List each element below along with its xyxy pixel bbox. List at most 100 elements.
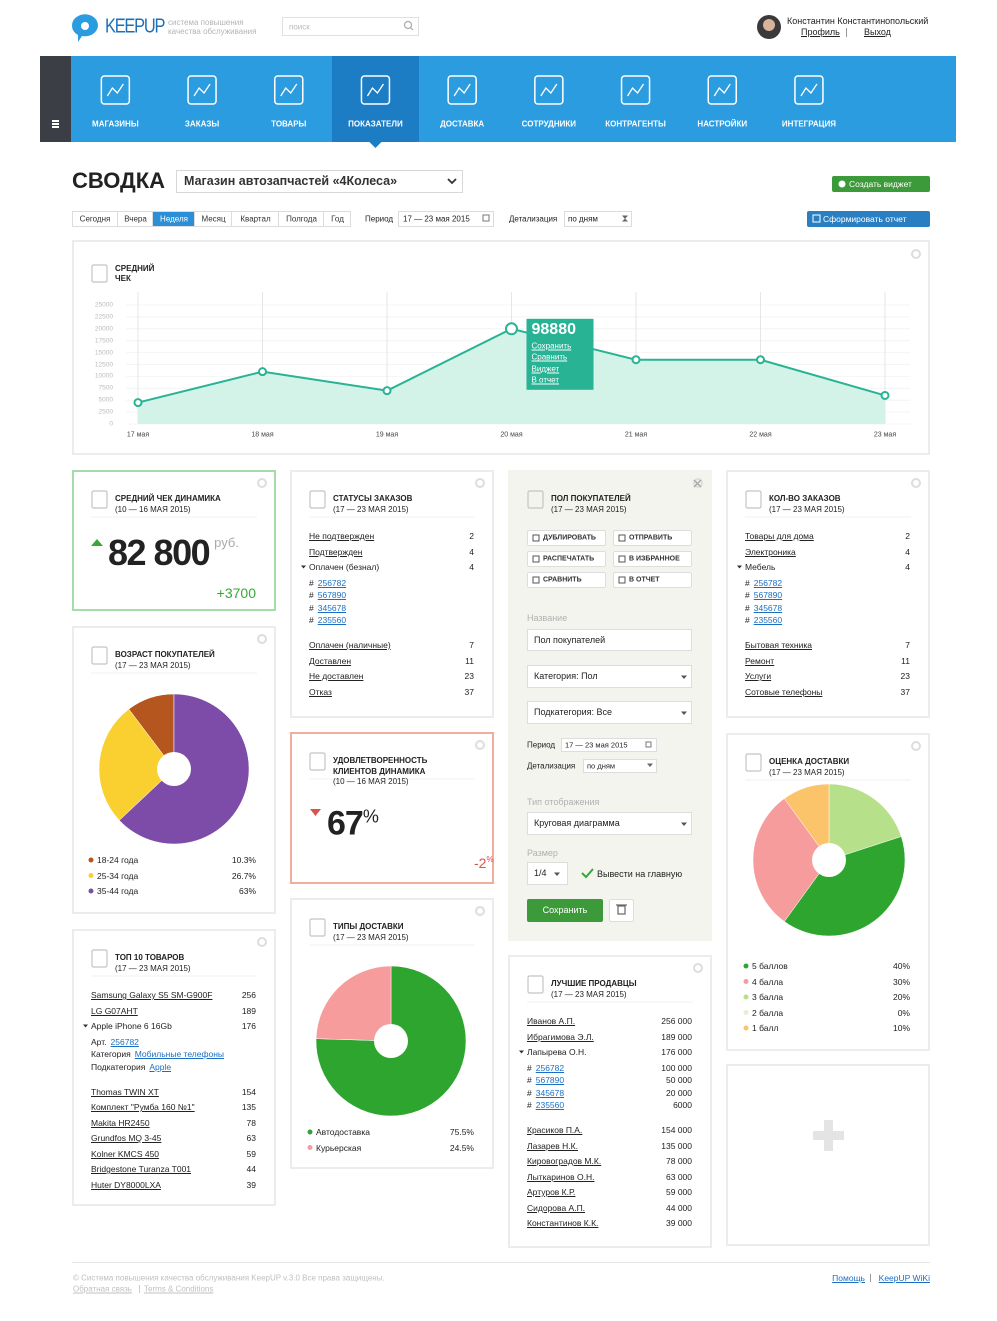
action-button[interactable] [613, 572, 692, 588]
row-name[interactable]: Услуги [745, 671, 772, 681]
id-link[interactable]: 256782 [535, 1062, 565, 1073]
tab[interactable] [72, 211, 118, 227]
id-link[interactable]: 345678 [317, 602, 347, 613]
row-name[interactable]: Не доставлен [309, 671, 364, 681]
row-name[interactable]: Makita HR2450 [91, 1117, 150, 1128]
nav-item[interactable]: МАГАЗИНЫ [92, 119, 139, 129]
nav-item[interactable]: ТОВАРЫ [271, 119, 307, 129]
name-input[interactable] [527, 629, 692, 651]
nav-item[interactable]: СОТРУДНИКИ [521, 119, 577, 129]
save-button[interactable] [527, 899, 603, 922]
row-name[interactable]: Samsung Galaxy S5 SM-G900F [91, 990, 213, 1000]
report-button-label[interactable]: Сформировать отчет [823, 214, 907, 224]
subcategory-select[interactable] [527, 701, 692, 724]
row-name[interactable]: Иванов А.П. [527, 1016, 576, 1026]
detail-select[interactable] [583, 759, 657, 773]
row-name[interactable]: Доставлен [309, 655, 352, 666]
nav-active-item[interactable] [332, 56, 419, 142]
action-button[interactable] [527, 530, 606, 546]
id-link[interactable]: 235560 [535, 1100, 565, 1110]
id-link[interactable]: 567890 [753, 590, 783, 600]
id-link[interactable]: 567890 [317, 590, 347, 600]
tab-label[interactable]: Квартал [240, 214, 271, 224]
row-name[interactable]: Bridgestone Turanza T001 [91, 1164, 192, 1174]
tab[interactable] [279, 211, 324, 227]
row-name[interactable]: Ибрагимова Э.Л. [527, 1031, 594, 1042]
tab-label[interactable]: Месяц [201, 214, 226, 224]
row-name[interactable]: Комплект "Румба 160 №1" [91, 1102, 195, 1112]
nav-item[interactable]: ИНТЕГРАЦИЯ [781, 119, 836, 129]
field-value[interactable]: 17 — 23 мая 2015 [565, 740, 628, 750]
action-button[interactable] [613, 551, 692, 567]
action-label[interactable]: В ОТЧЕТ [629, 576, 660, 584]
action-label[interactable]: ДУБЛИРОВАТЬ [543, 534, 596, 542]
logout-link[interactable]: Выход [864, 27, 891, 37]
row-name[interactable]: Сидорова А.П. [527, 1202, 586, 1213]
detail-link[interactable]: Мобильные телефоны [134, 1049, 225, 1059]
footer-link[interactable]: KeepUP WiKi [878, 1273, 930, 1283]
tab-label[interactable]: Год [331, 214, 344, 224]
row-name[interactable]: Лапырева О.Н. [527, 1047, 587, 1057]
tab[interactable] [118, 211, 153, 227]
row-name[interactable]: Красиков П.А. [527, 1125, 583, 1135]
tooltip-link[interactable]: Сохранить [531, 341, 572, 351]
size-select[interactable] [527, 862, 568, 885]
footer-link[interactable]: Помощь [832, 1273, 865, 1283]
row-name[interactable]: Лыткаринов О.Н. [527, 1171, 595, 1182]
row-name[interactable]: Артуров К.Р. [527, 1187, 576, 1197]
tooltip-link[interactable]: Сравнить [531, 352, 568, 362]
tooltip-link[interactable]: Виджет [531, 364, 560, 374]
row-name[interactable]: LG G07AHT [91, 1005, 138, 1016]
action-button[interactable] [527, 572, 606, 588]
search-box[interactable] [282, 17, 419, 36]
id-link[interactable]: 567890 [535, 1075, 565, 1085]
id-link[interactable]: 256782 [753, 577, 783, 588]
row-name[interactable]: Константинов К.К. [527, 1218, 599, 1228]
nav-item[interactable]: ДОСТАВКА [440, 119, 485, 129]
profile-link[interactable]: Профиль [801, 27, 840, 37]
create-widget-label[interactable]: Создать виджет [849, 179, 912, 189]
select-value[interactable]: Категория: Пол [534, 671, 598, 681]
tab[interactable] [324, 211, 351, 227]
nav-menu-strip[interactable] [40, 56, 71, 142]
action-button[interactable] [527, 551, 606, 567]
detail-link[interactable]: Apple [149, 1061, 172, 1072]
action-button[interactable] [613, 530, 692, 546]
id-link[interactable]: 345678 [535, 1087, 565, 1098]
tab-label[interactable]: Полгода [286, 214, 317, 224]
footer-link[interactable]: Terms & Conditions [144, 1284, 214, 1294]
detail-select[interactable] [564, 211, 632, 227]
row-name[interactable]: Ремонт [745, 655, 775, 666]
create-widget-button[interactable] [832, 176, 930, 192]
tab-active[interactable] [153, 211, 195, 227]
select-value[interactable]: 1/4 [534, 868, 547, 878]
tab[interactable] [195, 211, 232, 227]
period-input[interactable] [398, 211, 494, 227]
tab[interactable] [232, 211, 279, 227]
select-value[interactable]: Круговая диаграмма [534, 818, 620, 828]
nav-item[interactable]: КОНТРАГЕНТЫ [605, 119, 666, 129]
id-link[interactable]: 345678 [753, 602, 783, 613]
action-label[interactable]: СРАВНИТЬ [543, 576, 582, 584]
tooltip-link[interactable]: В отчет [531, 375, 560, 385]
id-link[interactable]: 235560 [753, 615, 783, 625]
row-name[interactable]: Мебель [745, 562, 776, 572]
nav-item[interactable]: ПОКАЗАТЕЛИ [348, 119, 403, 129]
checkbox-label[interactable]: Вывести на главную [597, 869, 683, 879]
action-label[interactable]: В ИЗБРАННОЕ [629, 555, 680, 563]
id-link[interactable]: 235560 [317, 615, 347, 625]
field-value[interactable]: по дням [587, 761, 616, 771]
display-select[interactable] [527, 812, 692, 835]
field-value[interactable]: Пол покупателей [534, 635, 606, 645]
report-button[interactable] [807, 211, 930, 227]
row-name[interactable]: Apple iPhone 6 16Gb [91, 1021, 172, 1031]
id-link[interactable]: 256782 [317, 577, 347, 588]
tab-label[interactable]: Вчера [124, 214, 147, 224]
row-name[interactable]: Оплачен (наличные) [309, 640, 391, 650]
detail-link[interactable]: 256782 [110, 1036, 139, 1047]
action-label[interactable]: РАСПЕЧАТАТЬ [543, 555, 595, 563]
tab-label[interactable]: Неделя [160, 214, 188, 224]
row-name[interactable]: Лазарев Н.К. [527, 1140, 578, 1151]
row-name[interactable]: Оплачен (безнал) [309, 562, 380, 572]
tab-label[interactable]: Сегодня [79, 214, 111, 224]
